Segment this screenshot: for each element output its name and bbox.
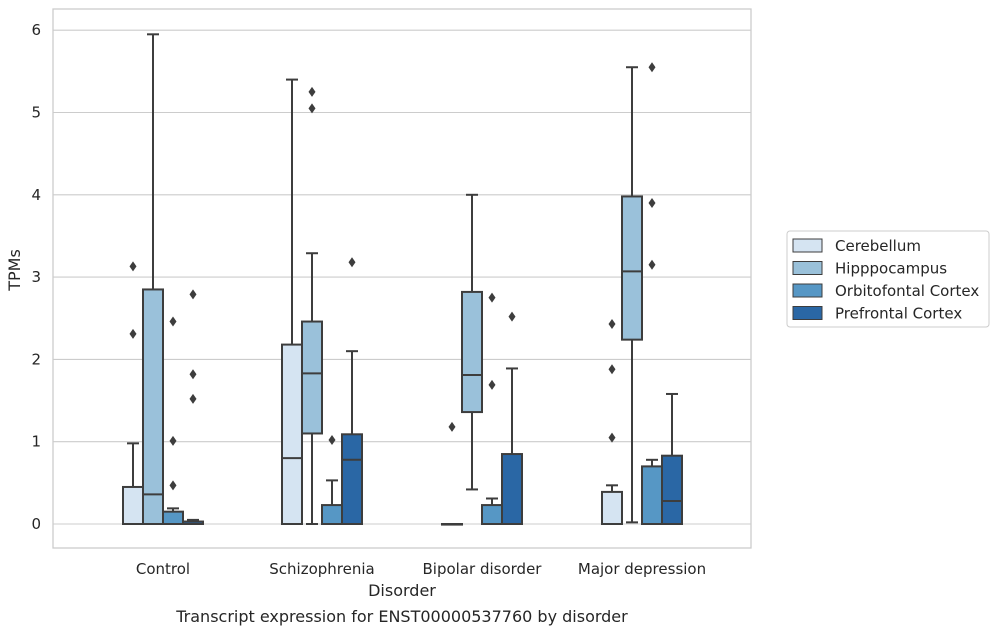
x-tick-label: Bipolar disorder: [423, 560, 543, 578]
outlier-point: [608, 319, 616, 330]
outlier-point: [648, 259, 656, 270]
outlier-point: [648, 62, 656, 73]
box-0-3: [601, 319, 623, 526]
y-tick-label: 6: [31, 21, 41, 39]
box-iqr: [481, 504, 503, 526]
outlier-point: [169, 480, 177, 491]
legend-swatch: [792, 238, 823, 253]
legend-swatch: [792, 261, 823, 275]
axis-ticks: 0 1 2 3 4 5 6 Control Schizophrenia Bipolar disor…: [31, 21, 706, 578]
box-iqr: [301, 320, 323, 435]
outlier-point: [189, 393, 197, 404]
x-tick-label: Major depression: [578, 560, 706, 578]
outlier-point: [488, 292, 496, 303]
box-iqr: [281, 343, 303, 525]
box-iqr: [661, 454, 683, 526]
outlier-point: [129, 328, 137, 339]
outlier-point: [129, 261, 137, 272]
box-0-0: [122, 261, 144, 525]
box-3-0: [182, 289, 204, 526]
outlier-point: [648, 198, 656, 209]
outlier-point: [308, 86, 316, 97]
outlier-point: [189, 289, 197, 300]
outlier-point: [348, 257, 356, 268]
box-1-3: [621, 66, 643, 524]
box-0-2: [441, 421, 463, 526]
box-iqr: [641, 465, 663, 526]
outlier-point: [169, 316, 177, 327]
gridlines: [53, 29, 751, 525]
box-3-3: [661, 392, 683, 526]
box-iqr: [341, 433, 363, 525]
box-1-2: [461, 193, 483, 491]
y-tick-label: 5: [31, 104, 41, 122]
x-tick-label: Control: [136, 560, 190, 578]
x-axis-label: Disorder: [368, 581, 436, 600]
box-iqr: [142, 288, 164, 525]
box-iqr: [501, 453, 523, 526]
y-tick-label: 3: [31, 268, 41, 286]
box-2-1: [321, 435, 343, 526]
outlier-point: [328, 435, 336, 446]
legend-label: Cerebellum: [835, 237, 921, 255]
box-iqr: [122, 485, 144, 525]
box-iqr: [601, 490, 623, 526]
y-tick-label: 4: [31, 186, 41, 204]
outlier-point: [448, 421, 456, 432]
box-2-2: [481, 292, 503, 526]
outlier-point: [608, 364, 616, 375]
legend-label: Hipppocampus: [835, 260, 947, 278]
chart-title: Transcript expression for ENST0000053776…: [175, 607, 628, 626]
outlier-point: [169, 435, 177, 446]
box-iqr: [621, 195, 643, 341]
y-axis-label: TPMs: [5, 249, 24, 292]
legend-frame: [786, 230, 990, 328]
plot-frame: [52, 8, 752, 549]
outlier-point: [189, 369, 197, 380]
legend-swatch: [792, 283, 823, 298]
legend-label: Orbitofontal Cortex: [835, 282, 979, 300]
legend-label: Prefrontal Cortex: [835, 305, 962, 323]
box-1-0: [142, 33, 164, 525]
box-iqr: [321, 504, 343, 526]
box-2-3: [641, 62, 663, 526]
outlier-point: [308, 103, 316, 114]
box-iqr: [461, 290, 483, 414]
box-3-1: [341, 257, 363, 525]
outlier-point: [608, 432, 616, 443]
outlier-point: [488, 379, 496, 390]
x-tick-label: Schizophrenia: [269, 560, 374, 578]
box-0-1: [281, 78, 303, 525]
box-3-2: [501, 311, 523, 526]
legend-swatch: [792, 306, 823, 320]
y-tick-label: 1: [31, 433, 41, 451]
y-tick-label: 0: [31, 515, 41, 533]
box-iqr: [162, 510, 184, 525]
box-1-1: [301, 86, 323, 525]
outlier-point: [508, 311, 516, 322]
y-tick-label: 2: [31, 350, 41, 368]
boxes: [122, 33, 683, 526]
box-2-0: [162, 316, 184, 525]
legend: Cerebellum Hipppocampus Orbitofontal Corte…: [786, 230, 990, 328]
